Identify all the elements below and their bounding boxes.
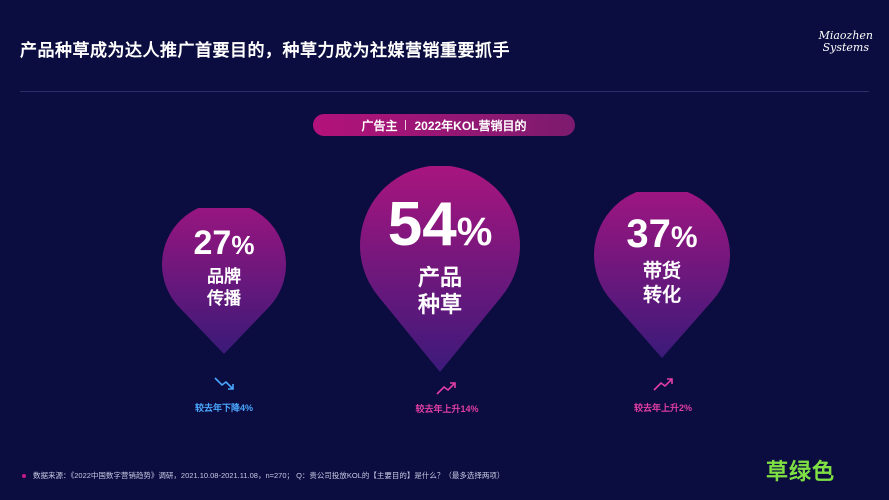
- pin-seeding-label: 产品 种草: [418, 264, 462, 318]
- pin-brand-percent: 27%: [194, 226, 255, 260]
- footer-bullet: [22, 473, 26, 478]
- pill-right-label: 2022年KOL营销目的: [414, 118, 527, 133]
- pin-seeding: 54% 产品 种草: [360, 166, 520, 372]
- trend-down-icon: [214, 377, 234, 390]
- pin-brand-label-1: 品牌: [207, 267, 241, 286]
- pill-separator: [405, 120, 407, 130]
- pin-conversion-shape: [594, 192, 730, 358]
- pin-conversion-unit: %: [670, 221, 698, 254]
- pin-seeding-shape: [360, 166, 520, 372]
- pin-seeding-percent: 54%: [388, 194, 493, 256]
- trend-label-conversion: 较去年上升2%: [633, 403, 692, 413]
- trend-label-seeding: 较去年上升14%: [415, 404, 479, 414]
- pin-conversion-label: 带货 转化: [643, 260, 681, 308]
- pin-conversion-value: 37: [626, 212, 671, 256]
- logo-line-2: Systems: [822, 41, 869, 54]
- pin-seeding-unit: %: [456, 210, 493, 254]
- footer-source-text: 数据来源：《2022中国数字营销趋势》调研，2021.10.08-2021.11…: [33, 471, 505, 480]
- header-divider: [20, 91, 869, 92]
- page-title: 产品种草成为达人推广首要目的，种草力成为社媒营销重要抓手: [20, 41, 510, 60]
- pin-conversion: 37% 带货 转化: [594, 192, 730, 358]
- watermark: 草绿色: [766, 459, 836, 484]
- pin-brand-label: 品牌 传播: [207, 266, 241, 310]
- pin-brand-unit: %: [231, 230, 255, 260]
- pin-brand-label-2: 传播: [207, 289, 241, 308]
- trend-up-icon: [436, 382, 456, 395]
- pin-seeding-label-1: 产品: [417, 265, 462, 290]
- pin-brand-value: 27: [193, 224, 232, 262]
- trend-label-brand: 较去年下降4%: [194, 403, 253, 413]
- pin-seeding-label-2: 种草: [417, 292, 462, 317]
- brand-logo: Miaozhen Systems: [819, 30, 873, 54]
- pin-conversion-label-2: 转化: [642, 285, 681, 306]
- pin-brand-shape: [162, 208, 286, 354]
- pin-brand: 27% 品牌 传播: [162, 208, 286, 354]
- pin-conversion-percent: 37%: [626, 214, 697, 254]
- pin-seeding-value: 54: [387, 190, 457, 259]
- pin-conversion-label-1: 带货: [642, 261, 681, 282]
- footer-source: 数据来源：《2022中国数字营销趋势》调研，2021.10.08-2021.11…: [22, 470, 504, 481]
- section-pill: 广告主 2022年KOL营销目的: [313, 114, 575, 136]
- pill-left-label: 广告主: [361, 118, 398, 133]
- trend-up-icon: [653, 378, 673, 391]
- logo-line-1: Miaozhen: [818, 29, 873, 42]
